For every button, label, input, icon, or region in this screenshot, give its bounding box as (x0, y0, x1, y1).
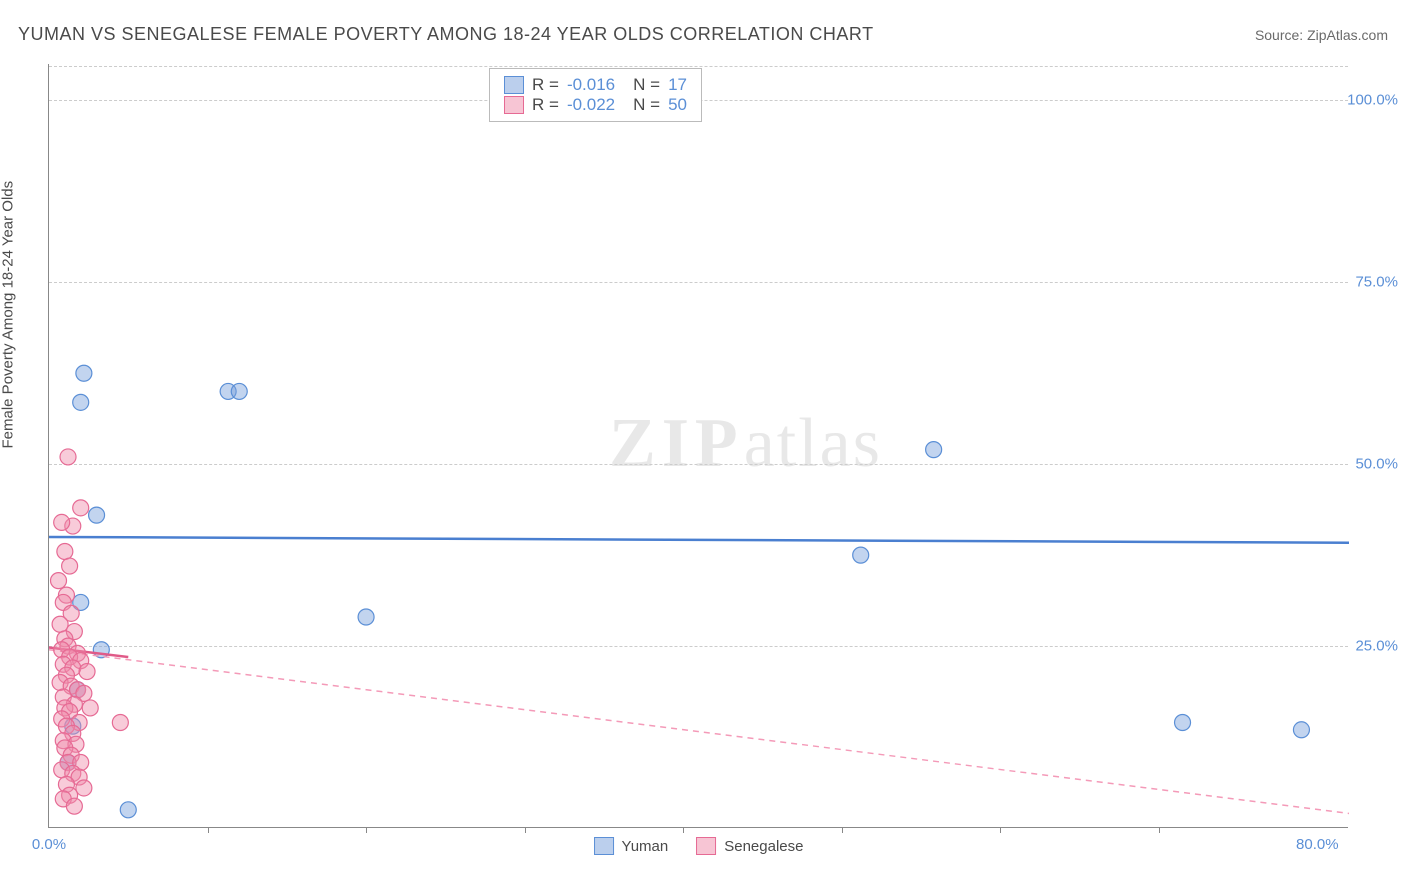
data-point (54, 514, 70, 530)
x-minor-tick (842, 827, 843, 833)
data-point (57, 544, 73, 560)
y-tick-label: 50.0% (1355, 456, 1398, 473)
data-point (66, 798, 82, 814)
x-minor-tick (366, 827, 367, 833)
r-label: R = (532, 75, 559, 95)
r-value: -0.022 (567, 95, 615, 115)
data-point (51, 573, 67, 589)
chart-header: YUMAN VS SENEGALESE FEMALE POVERTY AMONG… (18, 24, 1388, 45)
n-label: N = (633, 95, 660, 115)
x-minor-tick (1159, 827, 1160, 833)
data-point (926, 442, 942, 458)
data-point (76, 780, 92, 796)
data-point (1293, 722, 1309, 738)
stat-row: R = -0.022 N = 50 (504, 95, 687, 115)
legend-swatch (594, 837, 614, 855)
plot-area: ZIPatlas 25.0%50.0%75.0%100.0% 0.0%80.0%… (48, 64, 1348, 828)
x-minor-tick (1000, 827, 1001, 833)
legend-item: Yuman (594, 837, 669, 855)
data-point (62, 558, 78, 574)
data-point (82, 700, 98, 716)
source-label: Source: ZipAtlas.com (1255, 27, 1388, 43)
legend-swatch (504, 96, 524, 114)
scatter-svg (49, 64, 1348, 827)
data-point (120, 802, 136, 818)
legend-swatch (504, 76, 524, 94)
x-minor-tick (208, 827, 209, 833)
data-point (79, 664, 95, 680)
data-point (73, 500, 89, 516)
data-point (231, 383, 247, 399)
data-point (76, 365, 92, 381)
y-tick-label: 100.0% (1347, 92, 1398, 109)
data-point (853, 547, 869, 563)
legend-item: Senegalese (696, 837, 803, 855)
y-tick-label: 75.0% (1355, 274, 1398, 291)
data-point (1175, 714, 1191, 730)
n-value: 50 (668, 95, 687, 115)
x-tick-label: 0.0% (32, 836, 66, 853)
data-point (358, 609, 374, 625)
r-label: R = (532, 95, 559, 115)
legend-label: Yuman (622, 838, 669, 855)
y-axis-label: Female Poverty Among 18-24 Year Olds (0, 181, 17, 449)
bottom-legend: Yuman Senegalese (594, 837, 804, 855)
y-tick-label: 25.0% (1355, 638, 1398, 655)
data-point (112, 714, 128, 730)
n-value: 17 (668, 75, 687, 95)
legend-swatch (696, 837, 716, 855)
stat-row: R = -0.016 N = 17 (504, 75, 687, 95)
n-label: N = (633, 75, 660, 95)
data-point (60, 449, 76, 465)
stats-legend-box: R = -0.016 N = 17 R = -0.022 N = 50 (489, 68, 702, 122)
r-value: -0.016 (567, 75, 615, 95)
x-minor-tick (525, 827, 526, 833)
data-point (89, 507, 105, 523)
x-tick-label: 80.0% (1296, 836, 1339, 853)
data-point (52, 616, 68, 632)
regression-line (49, 650, 1349, 814)
data-point (73, 394, 89, 410)
x-minor-tick (683, 827, 684, 833)
regression-line (49, 537, 1349, 543)
legend-label: Senegalese (724, 838, 803, 855)
chart-title: YUMAN VS SENEGALESE FEMALE POVERTY AMONG… (18, 24, 874, 45)
